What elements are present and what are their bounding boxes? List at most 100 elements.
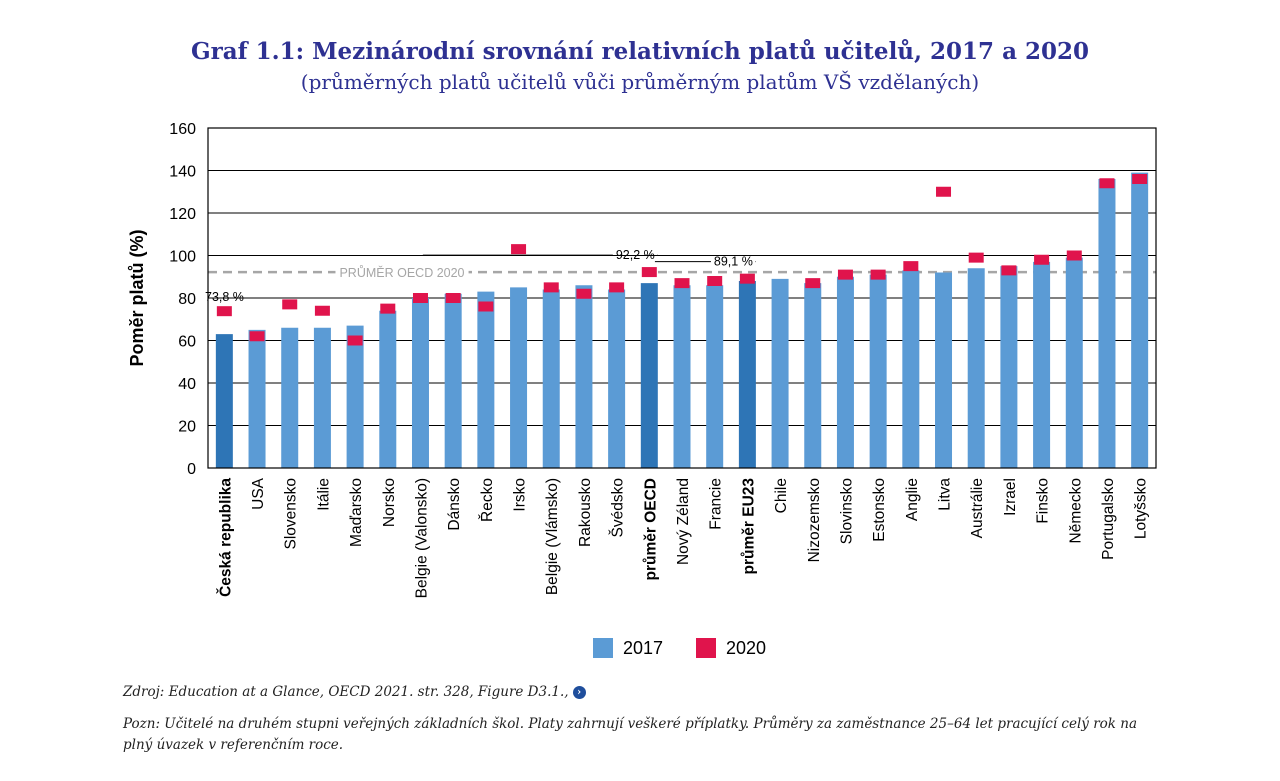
bar-2017 <box>738 281 756 468</box>
footnote: Pozn: Učitelé na druhém stupni veřejných… <box>123 716 1138 753</box>
bar-2017 <box>444 293 462 468</box>
x-tick-label: Řecko <box>479 478 496 522</box>
x-tick-label: Rakousko <box>577 478 594 547</box>
x-tick-label: Slovensko <box>283 478 300 550</box>
marker-2020 <box>576 288 592 299</box>
marker-2020 <box>282 299 298 310</box>
x-tick-label: USA <box>250 477 267 510</box>
x-tick-label: Norsko <box>381 478 398 527</box>
bar-2017 <box>281 327 299 468</box>
bar-2017 <box>673 285 691 468</box>
legend-swatch <box>593 638 613 658</box>
x-tick-label: Slovinsko <box>838 478 855 544</box>
marker-2020 <box>1132 174 1148 184</box>
bar-2017 <box>1098 179 1116 468</box>
marker-2020 <box>1099 178 1115 189</box>
bar-2017 <box>575 285 593 468</box>
source-note: Zdroj: Education at a Glance, OECD 2021.… <box>123 684 586 700</box>
marker-2020 <box>903 261 919 272</box>
x-tick-label: Itálie <box>315 478 332 511</box>
x-tick-label: Chile <box>773 478 790 513</box>
y-tick-label: 100 <box>169 249 196 266</box>
bar-2017 <box>477 291 495 468</box>
bar-2017 <box>1033 261 1051 468</box>
annotation-label: 92,2 % <box>616 248 655 262</box>
bar-2017 <box>379 310 397 468</box>
marker-2020 <box>1066 250 1082 261</box>
bar-2017 <box>1065 257 1083 468</box>
bar-chart: 0 20 40 60 80 100 120 140 160 Poměr platů (%) PRŮM… <box>127 121 1157 658</box>
annotation-label: 73,8 % <box>205 290 244 304</box>
chart-title: Graf 1.1: Mezinárodní srovnání relativní… <box>191 38 1089 65</box>
marker-2020 <box>216 306 232 317</box>
marker-2020 <box>641 267 657 278</box>
bar-2017 <box>1131 172 1149 468</box>
x-tick-label: Nizozemsko <box>806 478 823 562</box>
bar-2017 <box>967 268 985 468</box>
bar-2017 <box>902 270 920 468</box>
y-tick-label: 0 <box>187 461 196 478</box>
x-tick-label: Lotyšsko <box>1133 478 1150 539</box>
x-tick-label: Izrael <box>1002 478 1019 516</box>
bar-2017 <box>215 334 233 468</box>
marker-2020 <box>249 331 265 342</box>
marker-2020 <box>445 293 461 303</box>
bar-2017 <box>411 298 429 468</box>
y-tick-label: 60 <box>178 334 196 351</box>
bar-2017 <box>804 283 822 468</box>
marker-2020 <box>380 303 396 314</box>
bar-2017 <box>542 289 560 468</box>
x-tick-label: Švédsko <box>610 478 627 537</box>
bar-2017 <box>248 329 266 468</box>
y-tick-label: 80 <box>178 291 196 308</box>
annotation-label: 89,1 % <box>714 255 753 269</box>
x-tick-label: Anglie <box>904 478 921 521</box>
marker-2020 <box>543 282 559 293</box>
marker-2020 <box>1034 254 1050 265</box>
marker-2020 <box>478 301 494 312</box>
x-tick-label: Francie <box>708 478 725 530</box>
marker-2020 <box>511 244 527 255</box>
source-text: Zdroj: Education at a Glance, OECD 2021.… <box>123 684 569 700</box>
y-tick-label: 160 <box>169 121 196 138</box>
legend-label: 2017 <box>623 638 663 658</box>
x-tick-label: Maďarsko <box>348 478 365 547</box>
reference-label-background <box>335 265 469 281</box>
x-tick-label: Finsko <box>1035 478 1052 524</box>
reference-line-label: PRŮMĚR OECD 2020 <box>339 265 464 280</box>
x-tick-label: Austrálie <box>969 478 986 538</box>
marker-2020 <box>412 293 428 303</box>
x-tick-label: Litva <box>937 478 954 511</box>
x-tick-label: Česká republika <box>216 478 234 597</box>
marker-2020 <box>314 305 330 316</box>
marker-2020 <box>739 273 755 284</box>
x-tick-label: Dánsko <box>446 478 463 531</box>
x-tick-label: Portugalsko <box>1100 478 1117 560</box>
bar-2017 <box>771 278 789 468</box>
bar-2017 <box>510 287 528 468</box>
bar-2017 <box>706 285 724 468</box>
marker-2020 <box>1001 265 1017 276</box>
x-tick-label: průměr OECD <box>642 478 659 581</box>
link-arrow-icon[interactable]: › <box>572 686 586 699</box>
marker-2020 <box>968 252 984 263</box>
x-tick-label: Estonsko <box>871 478 888 542</box>
y-tick-label: 40 <box>178 376 196 393</box>
x-tick-label: Nový Zéland <box>675 478 692 565</box>
x-tick-label: Německo <box>1067 478 1084 543</box>
bar-2017 <box>640 283 658 468</box>
bar-2017 <box>608 289 626 468</box>
x-tick-label: Belgie (Vlámsko) <box>544 478 561 595</box>
bar-2017 <box>313 327 331 468</box>
y-tick-label: 140 <box>169 164 196 181</box>
marker-2020 <box>347 335 363 346</box>
legend-label: 2020 <box>726 638 766 658</box>
marker-2020 <box>837 269 853 280</box>
marker-2020 <box>936 186 952 197</box>
x-tick-label: Irsko <box>512 478 529 512</box>
marker-2020 <box>707 276 723 286</box>
x-tick-label: průměr EU23 <box>740 478 757 575</box>
plot-frame <box>207 127 1157 469</box>
legend-swatch <box>696 638 716 658</box>
marker-2020 <box>674 278 690 289</box>
